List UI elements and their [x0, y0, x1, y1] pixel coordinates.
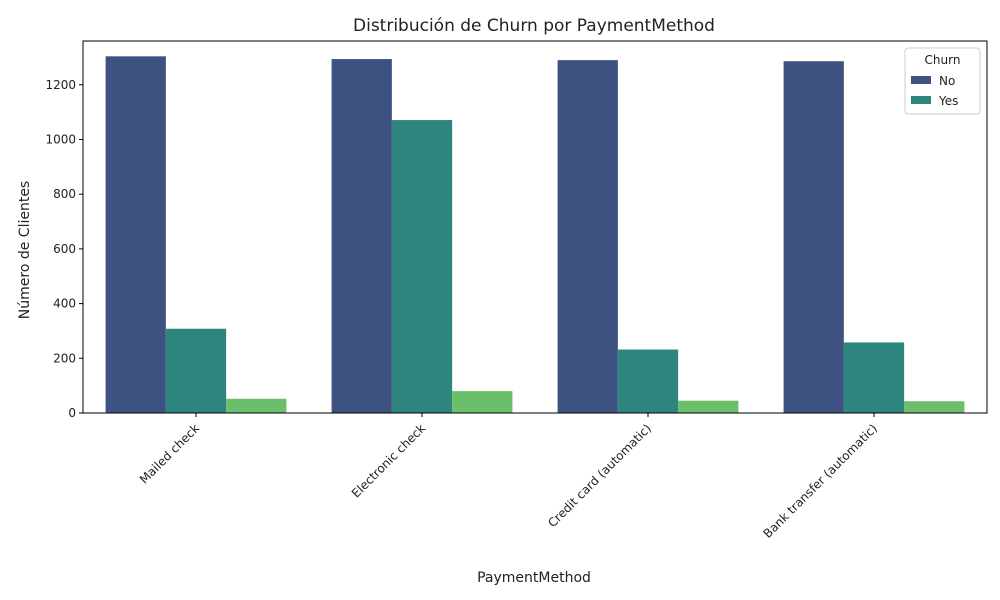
bar-series-3 — [904, 401, 965, 413]
y-tick-label: 800 — [53, 187, 76, 201]
plot-frame — [82, 40, 988, 414]
legend-swatch — [911, 96, 931, 104]
x-tick-label: Credit card (automatic) — [545, 421, 654, 530]
y-tick-label: 600 — [53, 242, 76, 256]
bar-series-3 — [226, 398, 287, 413]
bar-no — [331, 59, 392, 414]
bar-yes — [165, 328, 227, 413]
y-tick-label: 400 — [53, 297, 76, 311]
y-tick-label: 1000 — [45, 132, 76, 146]
x-tick-label: Electronic check — [349, 421, 428, 500]
plot-area: 0 200 400 600 800 1000 1200 Mailed check Electro… — [45, 40, 988, 541]
y-tick-label: 0 — [68, 406, 76, 420]
bar-no — [783, 61, 844, 414]
bar-yes — [391, 120, 453, 414]
y-tick-label: 200 — [53, 351, 76, 365]
legend-label: Yes — [938, 94, 958, 108]
bar-series-3 — [678, 400, 739, 413]
bar-series-3 — [452, 391, 513, 413]
x-tick-label: Mailed check — [137, 421, 202, 486]
chart-title: Distribución de Churn por PaymentMethod — [353, 16, 715, 36]
y-tick-label: 1200 — [45, 78, 76, 92]
bar-yes — [843, 342, 905, 413]
bar-no — [105, 56, 166, 413]
x-axis-label: PaymentMethod — [477, 570, 591, 586]
legend-label: No — [939, 74, 955, 88]
legend-title: Churn — [925, 53, 961, 67]
y-axis-label: Número de Clientes — [17, 181, 33, 319]
bar-no — [557, 60, 618, 414]
bar-yes — [617, 349, 679, 413]
legend: Churn No Yes — [904, 47, 981, 115]
x-tick-label: Bank transfer (automatic) — [760, 421, 880, 541]
legend-swatch — [911, 76, 931, 84]
